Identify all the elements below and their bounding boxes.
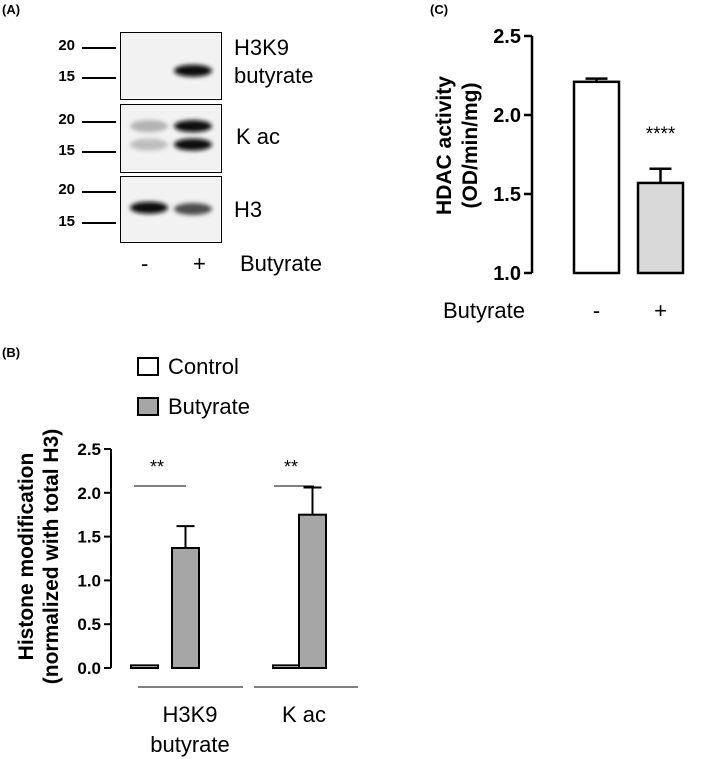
y-tick-label: 2.5 (493, 26, 521, 48)
lane-label: + (193, 251, 206, 276)
panel-c-label: (C) (430, 2, 449, 17)
chart-hdac-activity: 1.0 1.5 2.0 2.5 HDAC activity (OD/min/mg) - ***… (433, 26, 685, 323)
y-tick-label: 1.0 (77, 571, 101, 590)
blot-image (121, 33, 220, 98)
blot-background (121, 33, 220, 98)
y-axis-title: HDAC activity (OD/min/mg) (433, 76, 482, 215)
x-category-label: + (654, 298, 667, 323)
bar (272, 664, 301, 670)
blot-image (121, 105, 220, 171)
blot-band (174, 203, 212, 215)
significance-marker: **** (646, 124, 676, 145)
x-category-label: K ac (282, 702, 326, 727)
x-category-label: H3K9 (162, 702, 217, 727)
y-tick-label: 1.0 (493, 263, 521, 285)
y-tick-label: 2.0 (77, 484, 101, 503)
x-category-label: butyrate (150, 732, 230, 757)
mw-marker: 20 (58, 111, 75, 128)
marker-tick (82, 121, 116, 123)
bar (636, 181, 685, 275)
y-tick-label: 1.5 (77, 528, 101, 547)
legend-swatch (137, 397, 159, 416)
lane-label: - (141, 251, 149, 276)
blot-label-h3: H3 (234, 197, 263, 222)
mw-marker: 15 (58, 213, 75, 230)
marker-tick (82, 47, 116, 49)
bar (572, 80, 621, 275)
marker-tick (82, 191, 116, 193)
panel-b-label: (B) (2, 345, 21, 360)
x-category-label: - (593, 298, 600, 323)
blot-band (130, 120, 168, 133)
x-axis-title: Butyrate (443, 298, 525, 323)
legend-entry: Butyrate (168, 394, 250, 419)
blot-band (174, 120, 212, 133)
blot-image (121, 177, 220, 241)
marker-tick (82, 222, 116, 224)
blot-row-h3k9-butyrate (120, 32, 222, 100)
y-axis-title-line: HDAC activity (433, 76, 456, 215)
mw-marker: 20 (58, 181, 75, 198)
blot-background (121, 105, 220, 171)
significance-marker: ** (284, 457, 298, 477)
y-tick-label: 0.0 (77, 659, 101, 678)
mw-marker: 15 (58, 142, 75, 159)
mw-marker: 15 (58, 68, 75, 85)
mw-marker: 20 (58, 37, 75, 54)
blot-row-k-ac (120, 104, 222, 173)
blot-label-h3k9-butyrate: H3K9 butyrate (234, 35, 314, 88)
marker-tick (82, 151, 116, 153)
y-tick-label: 0.5 (77, 615, 101, 634)
y-axis-title-line: (normalized with total H3) (40, 429, 63, 685)
significance-marker: ** (150, 457, 164, 477)
bar (171, 546, 200, 670)
y-tick-label: 2.5 (77, 440, 101, 459)
blot-band (130, 138, 168, 151)
y-axis-title: Histone modification (normalized with tot… (15, 429, 63, 685)
bar (130, 664, 159, 670)
panel-a-label: (A) (2, 2, 21, 17)
treatment-label: Butyrate (240, 251, 322, 276)
blot-band (130, 201, 168, 214)
legend-swatch (137, 357, 159, 376)
blot-label-k-ac: K ac (236, 124, 281, 149)
y-axis-title-line: Histone modification (15, 453, 38, 661)
blot-row-h3 (120, 176, 222, 243)
marker-tick (82, 77, 116, 79)
legend-entry: Control (168, 354, 239, 379)
blot-band (174, 64, 212, 77)
chart-histone-modification: Control Butyrate 0.0 0.5 1.0 1.5 2.0 2.5 Histone… (15, 354, 358, 757)
bar (298, 513, 327, 669)
y-tick-label: 2.0 (493, 105, 521, 127)
y-axis-title-line: (OD/min/mg) (459, 83, 482, 209)
y-tick-label: 1.5 (493, 184, 521, 206)
blot-band (174, 138, 212, 151)
